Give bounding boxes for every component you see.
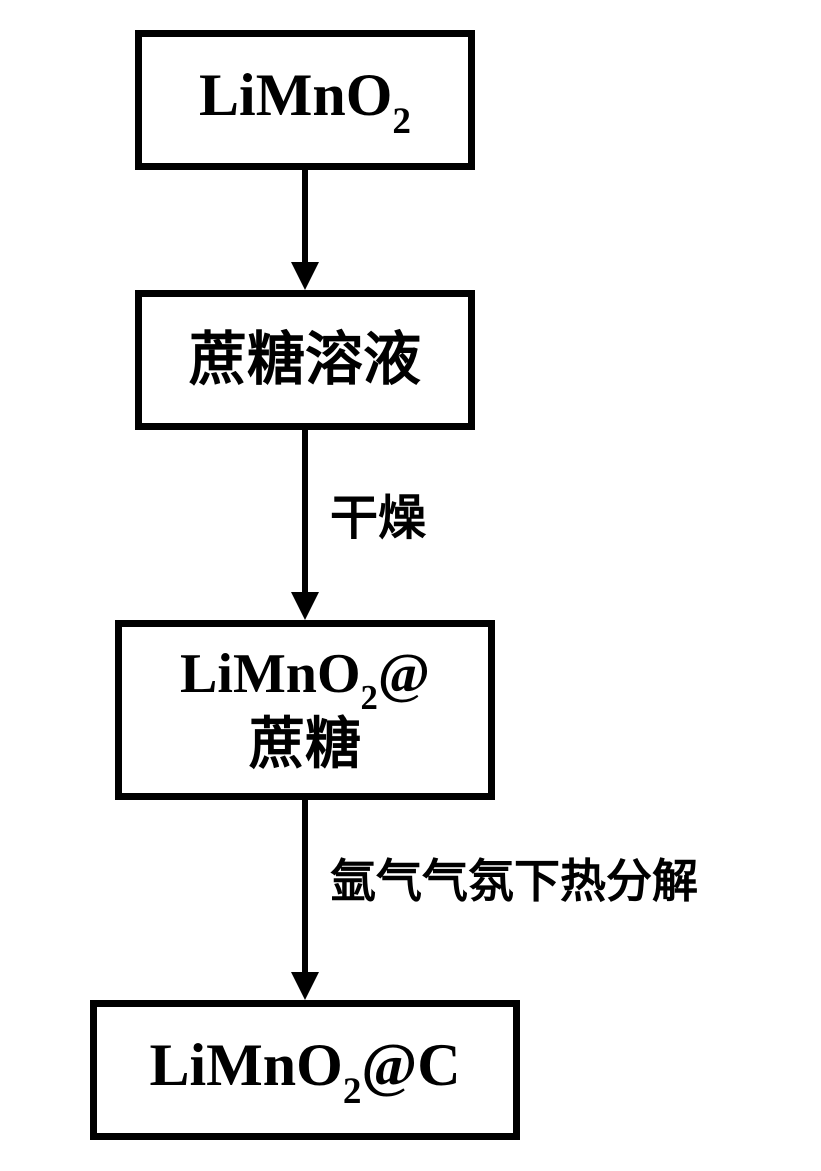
flow-arrow-head-icon	[291, 972, 319, 1000]
flow-arrow-shaft	[302, 170, 308, 262]
flow-arrow-head-icon	[291, 262, 319, 290]
flow-edge-label-pyrolysis-argon: 氩气气氛下热分解	[330, 845, 698, 911]
flow-node-sucrose-solution: 蔗糖溶液	[135, 290, 475, 430]
flow-node-limno2-at-c: LiMnO2@C	[90, 1000, 520, 1140]
flow-arrow-shaft	[302, 800, 308, 972]
flow-edge-label-drying: 干燥	[330, 478, 426, 548]
flow-arrow-head-icon	[291, 592, 319, 620]
flow-arrow-shaft	[302, 430, 308, 592]
flow-node-limno2: LiMnO2	[135, 30, 475, 170]
flow-node-limno2-at-sucrose: LiMnO2@蔗糖	[115, 620, 495, 800]
